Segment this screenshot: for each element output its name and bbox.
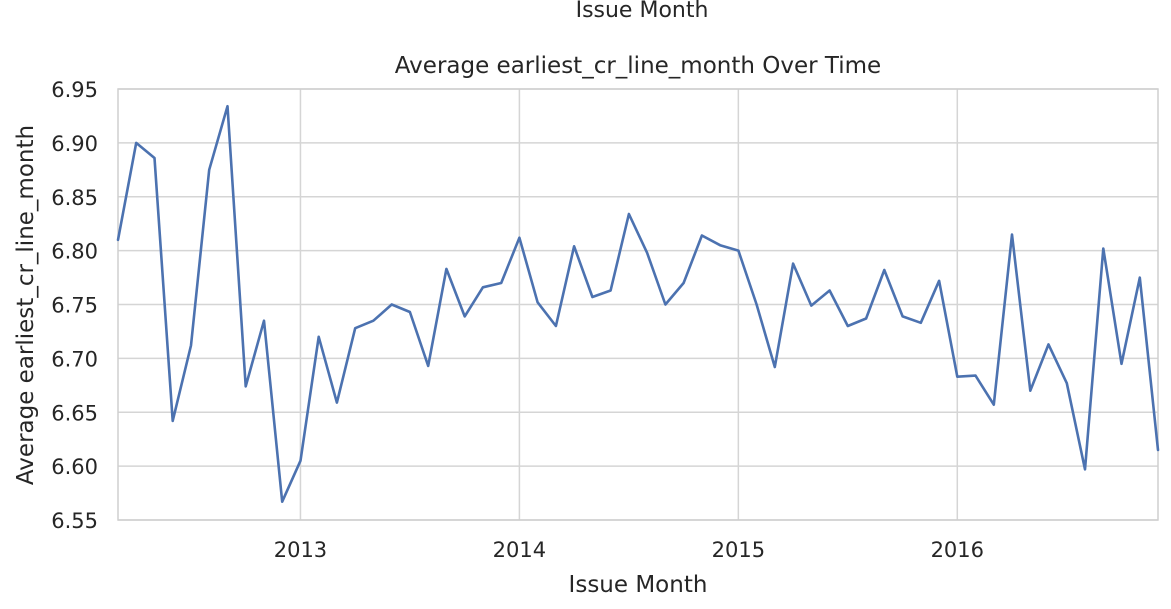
chart-title: Average earliest_cr_line_month Over Time xyxy=(395,53,881,79)
series-line xyxy=(116,104,1160,504)
y-tick-labels: 6.55 6.60 6.65 6.70 6.75 6.80 6.85 6.90 6.95 xyxy=(51,78,98,533)
x-tick-label: 2013 xyxy=(274,538,327,562)
y-tick-label: 6.90 xyxy=(51,132,98,156)
x-tick-label: 2016 xyxy=(931,538,984,562)
y-tick-label: 6.75 xyxy=(51,294,98,318)
x-tick-label: 2014 xyxy=(493,538,546,562)
grid-lines xyxy=(118,88,1158,521)
x-tick-labels: 2013 2014 2015 2016 xyxy=(274,538,984,562)
x-tick-label: 2015 xyxy=(712,538,765,562)
y-tick-label: 6.80 xyxy=(51,240,98,264)
y-axis-label: Average earliest_cr_line_month xyxy=(13,125,39,485)
y-tick-label: 6.85 xyxy=(51,186,98,210)
plot-area-frame xyxy=(117,88,1159,521)
clipped-top-label: Issue Month xyxy=(576,0,709,23)
y-tick-label: 6.70 xyxy=(51,347,98,371)
y-tick-label: 6.55 xyxy=(51,509,98,533)
y-tick-label: 6.95 xyxy=(51,78,98,102)
x-axis-label: Issue Month xyxy=(569,572,708,598)
y-tick-label: 6.60 xyxy=(51,455,98,479)
series-layer xyxy=(116,104,1160,504)
y-tick-label: 6.65 xyxy=(51,401,98,425)
